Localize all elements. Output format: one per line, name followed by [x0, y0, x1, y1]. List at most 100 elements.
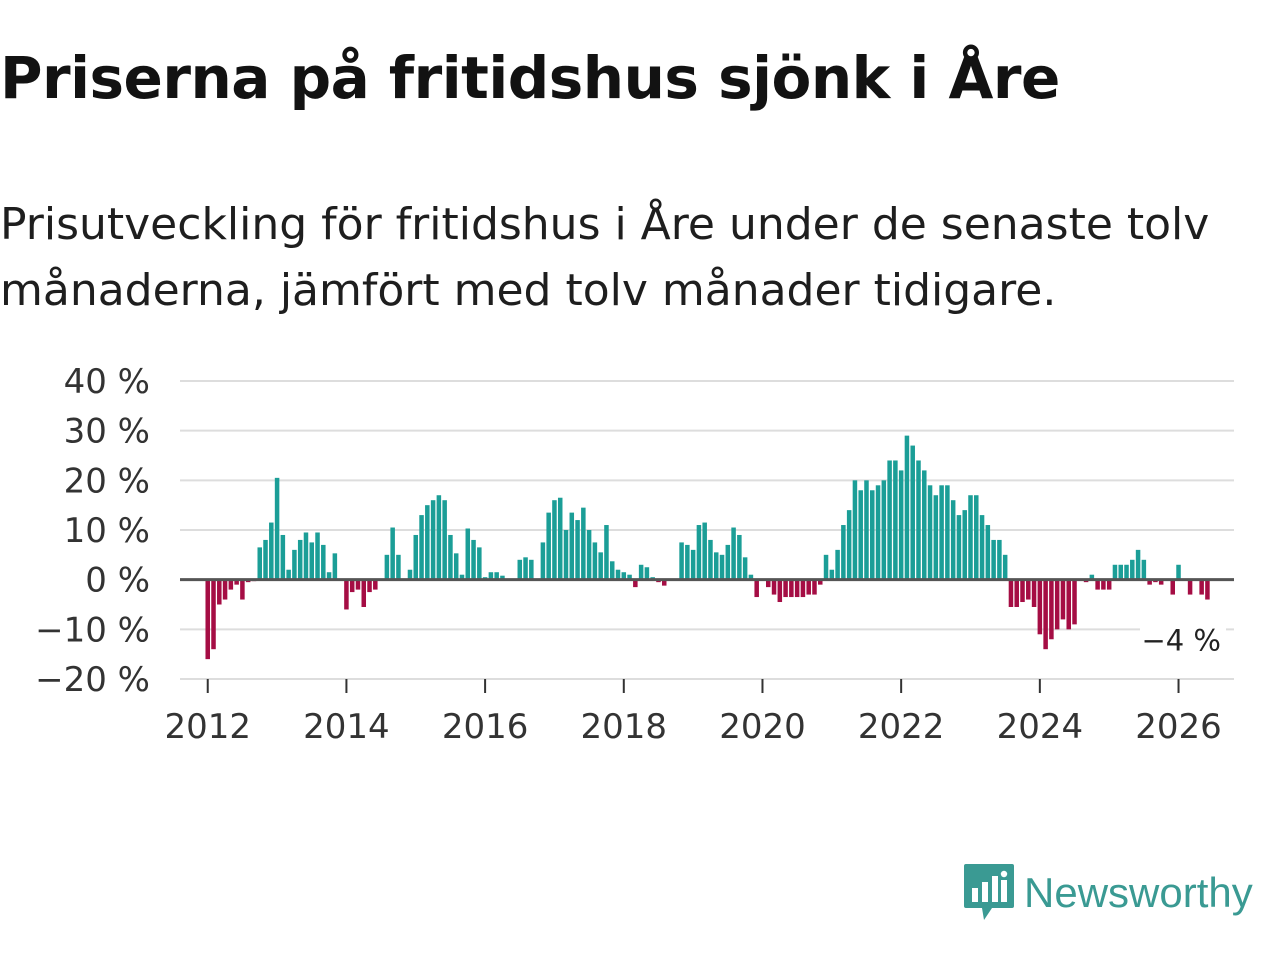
- last-value-label-background: [1140, 620, 1226, 661]
- bar: [968, 495, 973, 580]
- bar: [731, 527, 736, 580]
- bar: [789, 579, 794, 598]
- bar: [546, 512, 551, 580]
- newsworthy-logo-text: Newsworthy: [1024, 869, 1253, 916]
- bar: [269, 522, 274, 580]
- bar: [725, 544, 731, 580]
- bar: [685, 544, 690, 580]
- bar: [425, 505, 430, 580]
- bar: [361, 579, 367, 607]
- bar: [598, 552, 603, 580]
- bar: [719, 554, 725, 580]
- bar: [945, 485, 950, 580]
- x-tick-label: 2016: [442, 707, 529, 747]
- bar: [211, 579, 216, 650]
- gridlines: [180, 380, 1234, 680]
- bar: [373, 579, 378, 590]
- bar: [644, 567, 650, 580]
- bar: [742, 557, 748, 580]
- bar: [910, 445, 915, 580]
- bar: [609, 561, 615, 580]
- x-tick-label: 2018: [581, 707, 668, 747]
- bar: [661, 579, 667, 586]
- bar: [274, 477, 280, 580]
- x-tick-label: 2012: [164, 707, 251, 747]
- bar: [477, 547, 482, 580]
- annotations: −4 %: [1140, 620, 1226, 661]
- bar: [927, 485, 933, 580]
- bar: [448, 534, 453, 580]
- x-tick-label: 2020: [719, 707, 806, 747]
- bar: [1008, 579, 1014, 607]
- bar: [286, 569, 291, 580]
- bar: [332, 553, 338, 580]
- bar: [979, 515, 985, 580]
- bar: [1089, 574, 1095, 580]
- bar: [459, 574, 465, 580]
- last-value-label: −4 %: [1141, 624, 1221, 658]
- bar: [864, 480, 869, 580]
- y-tick-label: 0 %: [85, 561, 150, 601]
- bar: [240, 579, 245, 600]
- bar: [1147, 579, 1152, 585]
- y-tick-label: −10 %: [35, 610, 150, 650]
- bar: [257, 547, 262, 580]
- bar: [997, 539, 1002, 580]
- bar: [1141, 559, 1147, 580]
- bar: [974, 495, 979, 580]
- bar: [540, 542, 546, 580]
- bar: [633, 579, 638, 588]
- bar: [754, 579, 759, 598]
- bar: [321, 544, 326, 580]
- x-tick-label: 2024: [997, 707, 1084, 747]
- bar: [904, 435, 910, 580]
- bar: [309, 542, 315, 580]
- bar: [870, 490, 875, 580]
- y-tick-label: 40 %: [64, 362, 150, 402]
- bar: [812, 579, 817, 595]
- bar: [933, 495, 939, 580]
- y-tick-label: 30 %: [64, 412, 150, 452]
- bar: [962, 510, 967, 580]
- bar: [922, 470, 927, 580]
- bar: [1049, 579, 1054, 640]
- bar: [638, 564, 644, 580]
- bar: [1176, 564, 1181, 580]
- bar: [471, 539, 476, 580]
- bar: [852, 480, 858, 580]
- bar: [835, 549, 840, 580]
- bar: [708, 539, 713, 580]
- bar: [529, 559, 534, 580]
- bar: [1118, 564, 1123, 580]
- bar: [297, 539, 303, 580]
- bar: [956, 515, 962, 580]
- bar: [858, 490, 863, 580]
- bar: [1002, 554, 1008, 580]
- bar: [604, 525, 609, 580]
- bar: [280, 534, 286, 580]
- bar: [465, 528, 471, 580]
- bar: [453, 553, 459, 580]
- bar: [829, 569, 835, 580]
- bar: [569, 512, 575, 580]
- bar: [494, 572, 499, 580]
- bar: [621, 572, 627, 580]
- bar: [887, 460, 892, 580]
- bar: [875, 485, 881, 580]
- bar: [766, 579, 771, 588]
- newsworthy-logo: Newsworthy: [962, 862, 1253, 924]
- bar: [1124, 564, 1129, 580]
- bar: [1031, 579, 1037, 607]
- bar: [263, 539, 268, 580]
- bar: [1037, 579, 1043, 635]
- bar: [1170, 579, 1175, 595]
- bar: [713, 552, 719, 580]
- bar: [800, 579, 806, 598]
- bar: [1026, 579, 1031, 600]
- chart-subtitle: Prisutveckling för fritidshus i Åre unde…: [0, 199, 1210, 316]
- bar: [367, 579, 372, 593]
- bar: [396, 554, 401, 580]
- bar: [748, 574, 754, 580]
- bar: [1072, 579, 1077, 625]
- bar: [818, 579, 823, 585]
